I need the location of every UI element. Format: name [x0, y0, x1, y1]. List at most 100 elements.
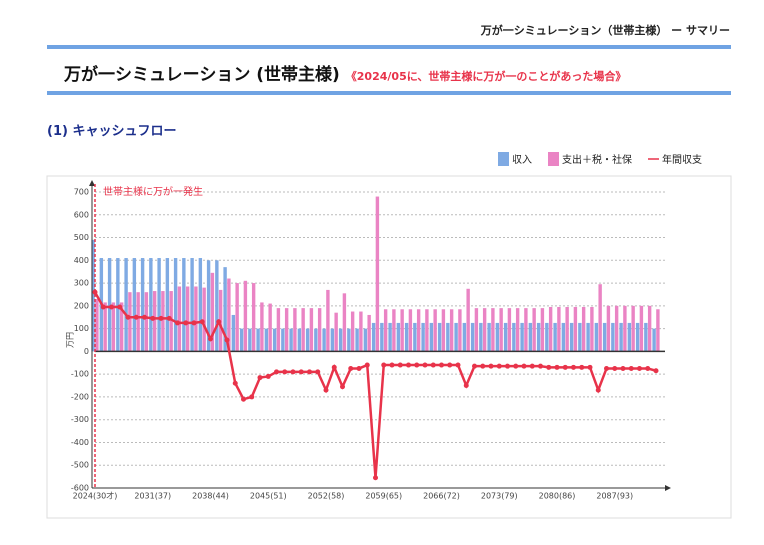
bar [507, 308, 512, 352]
bar [301, 308, 305, 352]
bar [470, 322, 475, 352]
net-point [364, 362, 370, 368]
bar [305, 328, 310, 352]
bar [322, 328, 326, 352]
bar [520, 322, 524, 352]
net-point [480, 363, 486, 369]
bar [581, 306, 586, 352]
bar [619, 322, 623, 352]
bar [594, 322, 599, 352]
bar [107, 258, 112, 352]
bar [375, 196, 380, 352]
bar [239, 328, 244, 352]
bar [416, 309, 421, 352]
y-tick-label: -600 [71, 484, 89, 493]
net-point [628, 365, 634, 371]
bar [449, 309, 454, 352]
bar [116, 258, 120, 352]
x-tick-label: 2024(30才) [73, 491, 118, 501]
annotation: 世帯主様に万が一発生 [103, 185, 203, 198]
net-point [282, 369, 288, 375]
x-tick-label: 2045(51) [250, 492, 287, 501]
x-tick-label: 2038(44) [192, 492, 229, 501]
bar [557, 306, 561, 352]
bar [454, 322, 458, 352]
bar [173, 258, 178, 352]
net-point [389, 362, 395, 368]
bar [243, 280, 248, 352]
bar [466, 288, 470, 352]
bar [215, 260, 219, 352]
bar [413, 322, 417, 352]
bar [647, 305, 652, 352]
bar [350, 311, 355, 352]
net-point [422, 362, 428, 368]
bar [359, 311, 363, 352]
bar [111, 302, 116, 352]
bar [227, 278, 231, 352]
y-tick-label: 300 [74, 279, 89, 288]
bar [190, 258, 194, 352]
bar [614, 305, 619, 352]
net-point [109, 304, 114, 310]
y-axis-arrow [89, 180, 95, 186]
net-point [447, 362, 453, 368]
bar [103, 302, 107, 352]
y-tick-label: 500 [74, 233, 89, 242]
bar [441, 309, 446, 352]
net-point [488, 363, 494, 369]
net-point [224, 337, 230, 343]
bar [400, 309, 404, 352]
bar [515, 308, 520, 352]
net-point [414, 362, 420, 368]
bar [136, 292, 140, 352]
bar [573, 306, 578, 352]
page-header: 万が一シミュレーション（世帯主様） ー サマリー [480, 24, 730, 37]
bar [281, 328, 285, 352]
bar [317, 308, 322, 352]
bar [536, 322, 541, 352]
net-point [439, 362, 444, 368]
net-point [637, 365, 642, 371]
net-point [208, 336, 213, 342]
bar [334, 312, 338, 352]
net-point [595, 387, 601, 393]
bar [355, 328, 359, 352]
bar [652, 328, 656, 352]
bar [347, 328, 351, 352]
bar [152, 291, 157, 352]
bar [198, 258, 203, 352]
net-point [430, 362, 436, 368]
net-point [125, 314, 131, 320]
chart-frame [46, 175, 732, 519]
net-point [92, 289, 98, 295]
bar [383, 309, 388, 352]
bar [326, 289, 330, 352]
net-point [142, 314, 147, 320]
y-tick-label: -100 [71, 370, 89, 379]
bar [132, 258, 137, 352]
bar [528, 322, 533, 352]
bar [656, 309, 660, 352]
title: 万が一シミュレーション (世帯主様) [64, 65, 340, 85]
net-point [166, 315, 172, 321]
net-point [571, 364, 576, 370]
x-tick-label: 2059(65) [365, 492, 402, 501]
net-point [175, 320, 180, 326]
net-point [455, 362, 461, 368]
bar [330, 328, 335, 352]
net-point [158, 315, 164, 321]
bar [627, 322, 632, 352]
bar [598, 284, 602, 352]
net-point [331, 364, 337, 370]
bar [182, 258, 186, 352]
net-point [562, 364, 568, 370]
y-tick-label: 200 [74, 301, 89, 310]
net-point [653, 368, 659, 374]
x-tick-label: 2031(37) [134, 492, 171, 501]
bar [161, 291, 165, 352]
y-tick-label: -500 [71, 461, 89, 470]
bar [144, 292, 149, 352]
y-tick-label: 700 [74, 188, 89, 197]
